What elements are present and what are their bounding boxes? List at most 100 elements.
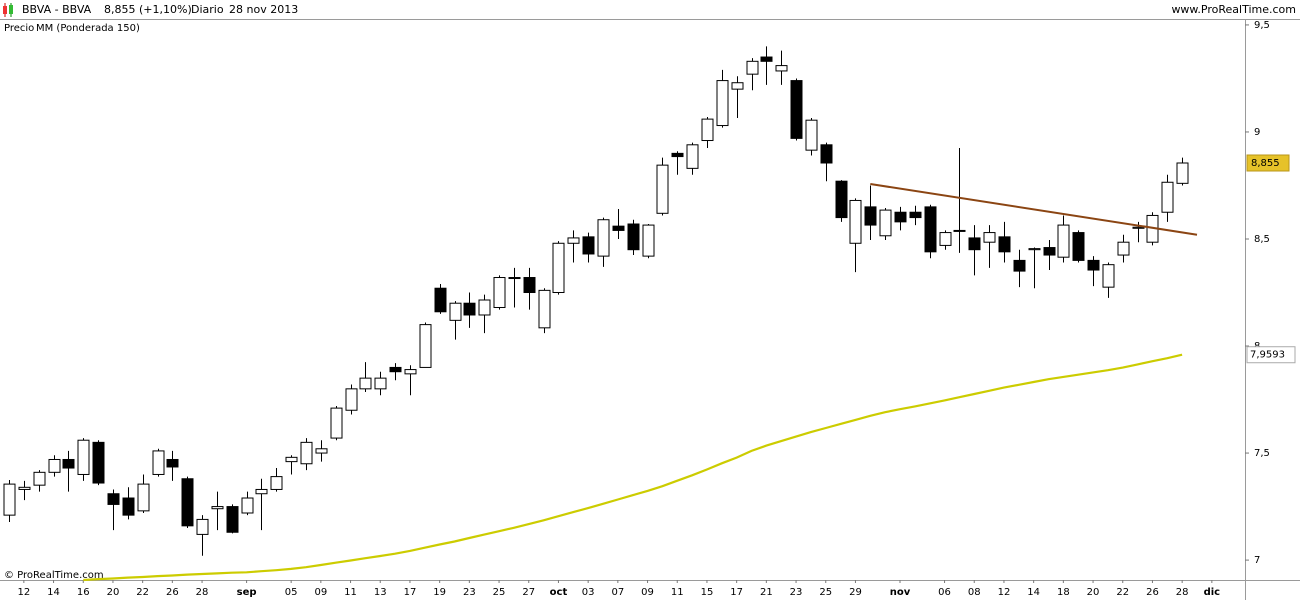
candle-body xyxy=(152,450,165,475)
x-tick-label: 16 xyxy=(77,587,90,598)
candle-body xyxy=(62,458,75,469)
candle-body xyxy=(300,441,313,465)
x-tick-label: 14 xyxy=(47,587,60,598)
x-tick-label: 27 xyxy=(522,587,535,598)
candle-body xyxy=(137,483,150,512)
x-tick-label: sep xyxy=(237,587,257,598)
x-tick-label: 18 xyxy=(1057,587,1070,598)
x-tick-label: 03 xyxy=(582,587,595,598)
candle-body xyxy=(775,65,788,72)
candle-body xyxy=(1161,181,1174,213)
x-tick-label: 22 xyxy=(136,587,149,598)
candle-body xyxy=(493,277,506,308)
candle-body xyxy=(404,369,417,375)
x-tick-label: 07 xyxy=(611,587,624,598)
x-tick-label: 23 xyxy=(463,587,476,598)
candle-body xyxy=(835,180,848,219)
chart-title: BBVA - BBVA xyxy=(22,3,92,16)
source: www.ProRealTime.com xyxy=(1171,3,1296,16)
candle-body xyxy=(567,237,580,244)
candle-body xyxy=(181,478,194,527)
candle-body xyxy=(478,299,491,316)
candle-body xyxy=(463,302,476,316)
x-tick-label: 11 xyxy=(671,587,684,598)
x-tick-label: 19 xyxy=(433,587,446,598)
candle-body xyxy=(419,324,432,368)
candle-body xyxy=(345,388,358,411)
x-tick-label: 15 xyxy=(701,587,714,598)
candle-body xyxy=(924,206,937,253)
candle-body xyxy=(330,407,343,439)
logo-icon xyxy=(3,3,13,17)
candle-body xyxy=(1057,224,1070,258)
x-tick-label: 29 xyxy=(849,587,862,598)
candle-body xyxy=(805,119,818,151)
candle-body xyxy=(1102,264,1115,288)
candle-body xyxy=(731,82,744,90)
candle-body xyxy=(359,377,372,390)
candle-body xyxy=(597,219,610,257)
x-tick-label: 12 xyxy=(17,587,30,598)
candle-body xyxy=(434,287,447,313)
candle-body xyxy=(760,56,773,62)
candle-body xyxy=(968,237,981,251)
candle-body xyxy=(92,441,105,484)
candle-body xyxy=(1043,247,1056,256)
last-price-box xyxy=(1246,154,1290,172)
x-tick-label: 20 xyxy=(1087,587,1100,598)
candle-body xyxy=(998,236,1011,253)
x-tick-label: 26 xyxy=(166,587,179,598)
candle-body xyxy=(48,458,61,473)
candle-body xyxy=(879,209,892,237)
candle-body xyxy=(1087,259,1100,271)
legend-ma: MM (Ponderada 150) xyxy=(36,23,140,34)
candle-body xyxy=(508,277,521,280)
candle-body xyxy=(894,211,907,223)
x-tick-label: 22 xyxy=(1116,587,1129,598)
candle-body xyxy=(107,493,120,505)
x-tick-label: 17 xyxy=(730,587,743,598)
footer: © ProRealTime.com xyxy=(4,570,104,581)
candle-body xyxy=(642,224,655,257)
candle-body xyxy=(1028,248,1041,251)
x-tick-label: 23 xyxy=(790,587,803,598)
x-tick-label: 13 xyxy=(374,587,387,598)
x-tick-label: 21 xyxy=(760,587,773,598)
date: 28 nov 2013 xyxy=(229,3,298,16)
candle-body xyxy=(166,458,179,468)
x-tick-label: dic xyxy=(1204,587,1221,598)
x-tick-label: 17 xyxy=(404,587,417,598)
candle-body xyxy=(656,164,669,214)
candle-body xyxy=(33,471,46,486)
candle-body xyxy=(18,486,31,490)
candle-body xyxy=(1072,232,1085,261)
candle-body xyxy=(1117,241,1130,256)
candle-body xyxy=(241,497,254,514)
candle-body xyxy=(196,518,209,535)
legend-price: Precio xyxy=(4,23,34,34)
trendline xyxy=(870,183,1198,236)
candle-body xyxy=(582,236,595,255)
x-tick-label: 12 xyxy=(998,587,1011,598)
x-tick-label: 28 xyxy=(196,587,209,598)
period: Diario xyxy=(191,3,224,16)
last-price: 8,855 (+1,10%) xyxy=(104,3,192,16)
x-tick-label: 26 xyxy=(1146,587,1159,598)
candle-body xyxy=(122,497,135,516)
candle-body xyxy=(686,144,699,169)
candle-body xyxy=(538,289,551,329)
y-tick-label: 9,5 xyxy=(1254,20,1270,31)
candle-body xyxy=(983,232,996,243)
x-tick-label: 06 xyxy=(938,587,951,598)
candle-body xyxy=(270,476,283,490)
candle-body xyxy=(389,366,402,373)
last-ma-box xyxy=(1246,346,1296,364)
y-tick-label: 7 xyxy=(1254,555,1260,566)
candle-body xyxy=(953,229,966,232)
candle-body xyxy=(849,199,862,244)
ma-line xyxy=(83,353,1183,582)
candle-body xyxy=(552,242,565,294)
last-ma-label: 7,9593 xyxy=(1250,350,1285,361)
